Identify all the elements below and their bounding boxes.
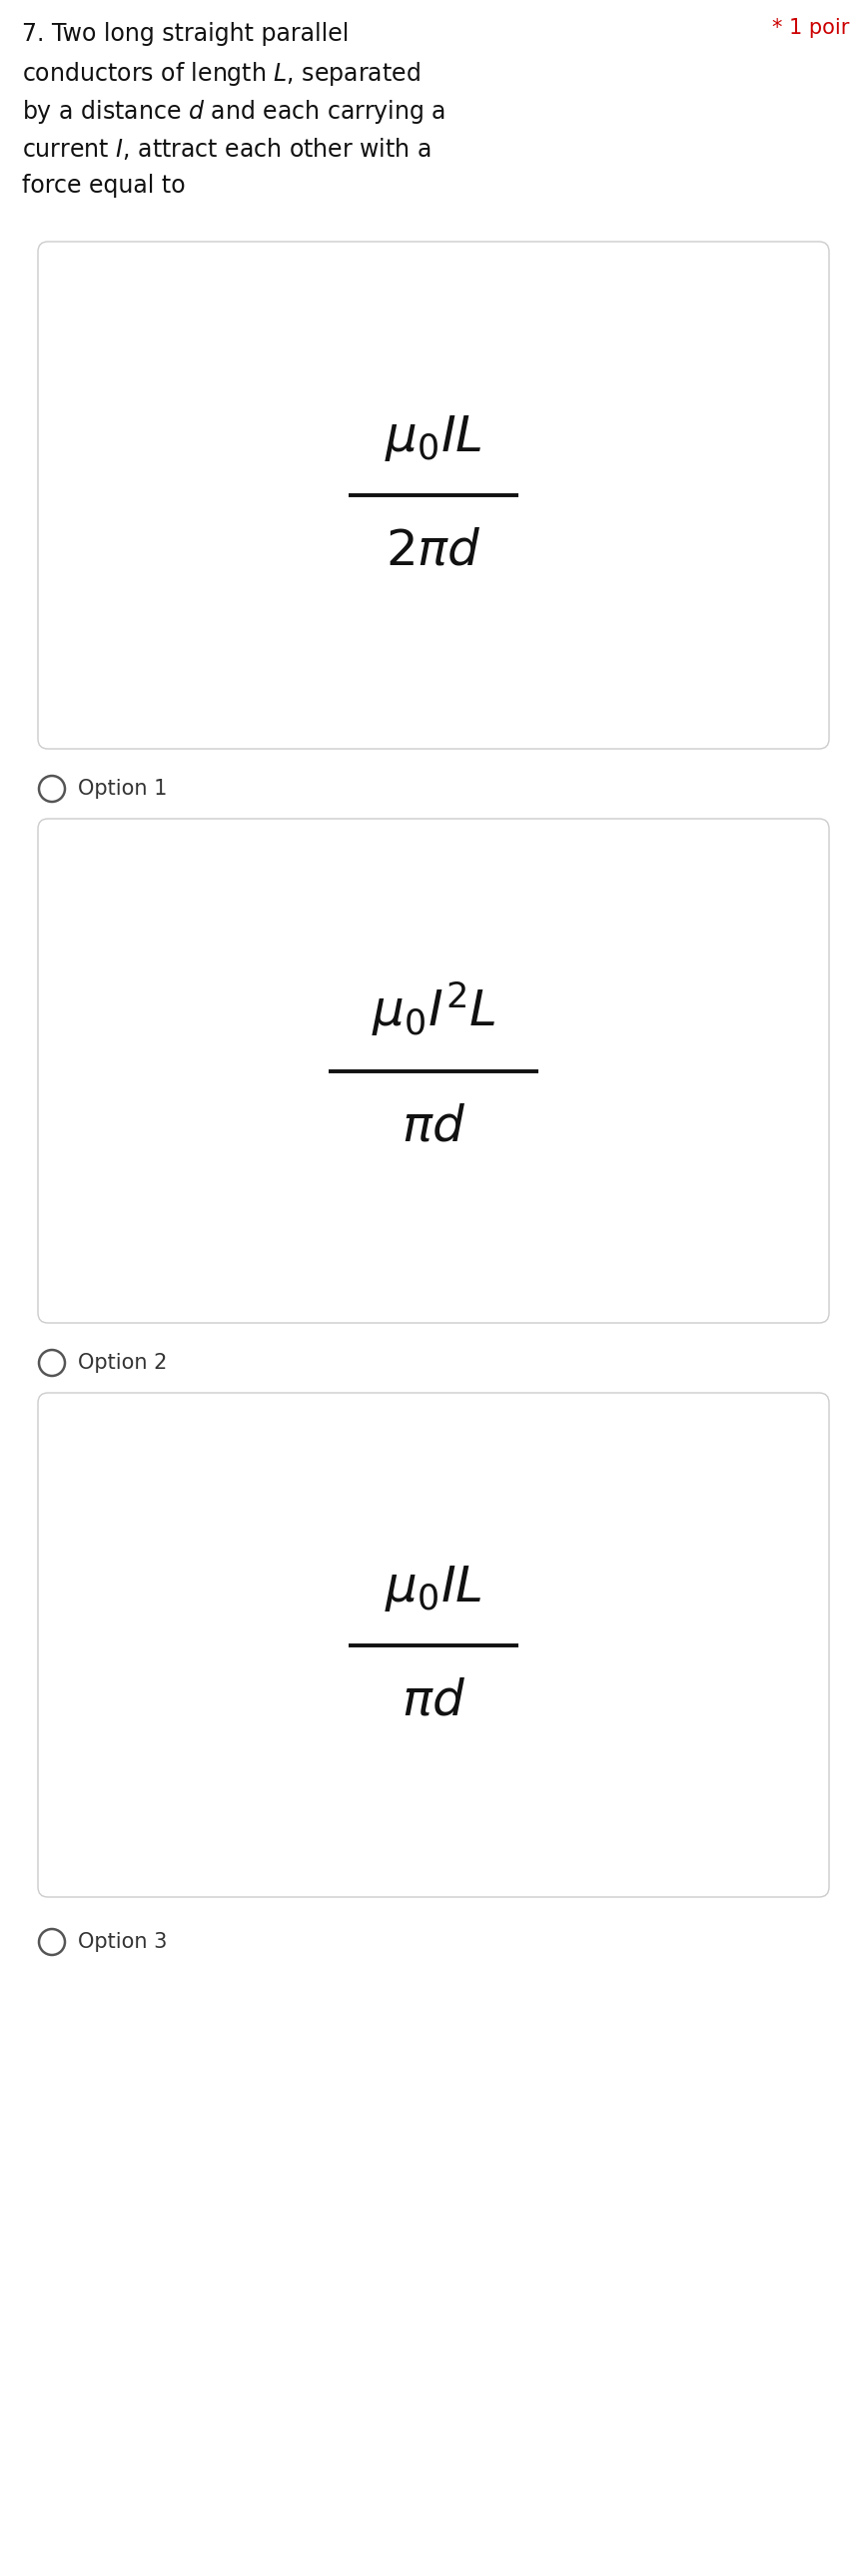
Text: $\mu_0 IL$: $\mu_0 IL$	[385, 412, 482, 464]
Text: * 1 poir: * 1 poir	[772, 18, 849, 39]
Text: $\mu_0 I^2 L$: $\mu_0 I^2 L$	[371, 979, 496, 1038]
Text: 7. Two long straight parallel: 7. Two long straight parallel	[22, 23, 349, 46]
Text: Option 1: Option 1	[78, 778, 167, 799]
Text: current $I$, attract each other with a: current $I$, attract each other with a	[22, 137, 431, 162]
Text: $\pi d$: $\pi d$	[401, 1103, 466, 1151]
Text: force equal to: force equal to	[22, 173, 186, 198]
FancyBboxPatch shape	[38, 819, 829, 1324]
Text: $\mu_0 IL$: $\mu_0 IL$	[385, 1564, 482, 1613]
Text: by a distance $d$ and each carrying a: by a distance $d$ and each carrying a	[22, 98, 446, 126]
FancyBboxPatch shape	[38, 1394, 829, 1896]
Text: $2\pi d$: $2\pi d$	[386, 528, 481, 574]
Text: conductors of length $L$, separated: conductors of length $L$, separated	[22, 59, 420, 88]
FancyBboxPatch shape	[38, 242, 829, 750]
Text: Option 3: Option 3	[78, 1932, 167, 1953]
Text: $\pi d$: $\pi d$	[401, 1677, 466, 1726]
Text: Option 2: Option 2	[78, 1352, 167, 1373]
